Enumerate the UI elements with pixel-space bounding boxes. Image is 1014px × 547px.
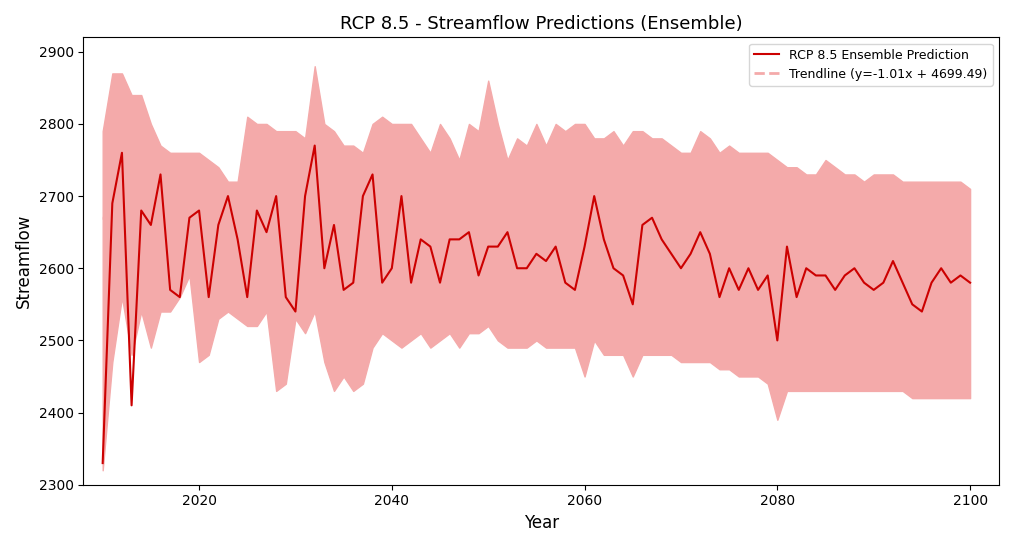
Trendline (y=-1.01x + 4699.49) (99, 215, 112, 222)
Trendline (y=-1.01x + 4699.49) (96, 215, 108, 222)
Title: RCP 8.5 - Streamflow Predictions (Ensemble): RCP 8.5 - Streamflow Predictions (Ensemb… (340, 15, 742, 33)
RCP 8.5 Ensemble Prediction (203, 294, 215, 300)
Line: RCP 8.5 Ensemble Prediction: RCP 8.5 Ensemble Prediction (102, 146, 970, 463)
Trendline (y=-1.01x + 4699.49) (964, 281, 976, 287)
Trendline (y=-1.01x + 4699.49) (827, 270, 840, 277)
Trendline (y=-1.01x + 4699.49) (613, 254, 626, 260)
Y-axis label: Streamflow: Streamflow (15, 214, 33, 308)
RCP 8.5 Ensemble Prediction (96, 460, 108, 467)
Trendline (y=-1.01x + 4699.49) (610, 254, 623, 260)
RCP 8.5 Ensemble Prediction (945, 280, 957, 286)
RCP 8.5 Ensemble Prediction (328, 222, 340, 228)
RCP 8.5 Ensemble Prediction (839, 272, 851, 279)
Trendline (y=-1.01x + 4699.49) (628, 255, 640, 261)
Trendline (y=-1.01x + 4699.49) (883, 275, 895, 281)
Legend: RCP 8.5 Ensemble Prediction, Trendline (y=-1.01x + 4699.49): RCP 8.5 Ensemble Prediction, Trendline (… (749, 44, 993, 86)
RCP 8.5 Ensemble Prediction (299, 193, 311, 199)
X-axis label: Year: Year (523, 514, 559, 532)
RCP 8.5 Ensemble Prediction (308, 142, 320, 149)
Line: Trendline (y=-1.01x + 4699.49): Trendline (y=-1.01x + 4699.49) (102, 218, 970, 284)
RCP 8.5 Ensemble Prediction (954, 272, 966, 279)
RCP 8.5 Ensemble Prediction (964, 280, 976, 286)
